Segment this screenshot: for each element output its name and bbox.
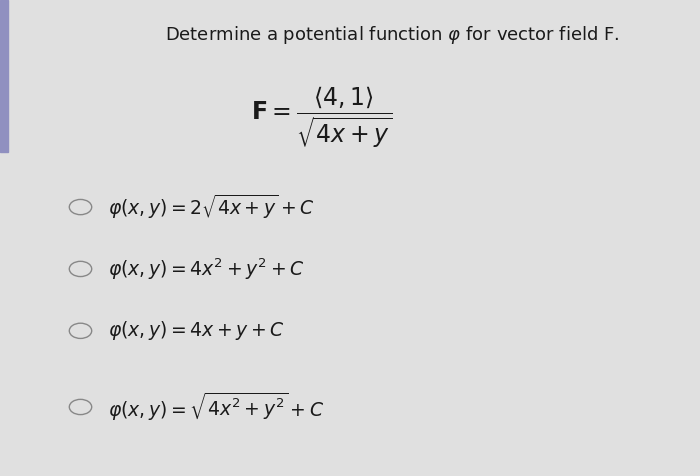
Text: $\varphi(x, y) = 4x + y + C$: $\varphi(x, y) = 4x + y + C$	[108, 319, 286, 342]
Text: Determine a potential function $\varphi$ for vector field F.: Determine a potential function $\varphi$…	[164, 24, 620, 46]
FancyBboxPatch shape	[0, 0, 8, 152]
Text: $\varphi(x, y) = \sqrt{4x^2 + y^2} + C$: $\varphi(x, y) = \sqrt{4x^2 + y^2} + C$	[108, 391, 325, 423]
Text: $\varphi(x, y) = 4x^2 + y^2 + C$: $\varphi(x, y) = 4x^2 + y^2 + C$	[108, 256, 305, 282]
Text: $\mathbf{F} = \dfrac{\langle 4,1\rangle}{\sqrt{4x + y}}$: $\mathbf{F} = \dfrac{\langle 4,1\rangle}…	[251, 84, 393, 149]
Text: $\varphi(x, y) = 2\sqrt{4x + y} + C$: $\varphi(x, y) = 2\sqrt{4x + y} + C$	[108, 193, 315, 221]
